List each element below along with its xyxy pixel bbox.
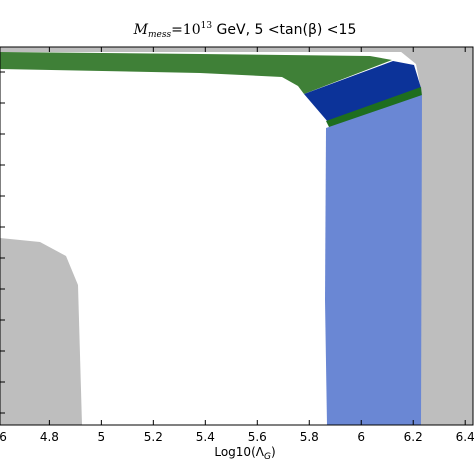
title-part: =10 — [171, 22, 201, 38]
excluded-region — [0, 238, 82, 425]
x-label-part: Log10(Λ — [214, 445, 264, 459]
x-label-part: ) — [271, 445, 276, 459]
x-axis-label: Log10(ΛG) — [214, 445, 275, 462]
green-strip — [326, 87, 422, 129]
x-tick-label: 5.2 — [144, 430, 163, 444]
x-tick-label: 5.6 — [248, 430, 267, 444]
y-ticks — [0, 71, 5, 414]
x-tick-label: 5.4 — [196, 430, 215, 444]
excluded-region — [395, 47, 473, 425]
x-tick-label: 5.8 — [300, 430, 319, 444]
title-part: M — [133, 22, 149, 38]
x-tick-label: 4.8 — [40, 430, 59, 444]
plot-regions — [0, 46, 474, 426]
x-tick-label: 4.6 — [0, 430, 7, 444]
title-part: mess — [148, 30, 171, 40]
dark-blue-region — [304, 61, 421, 122]
green-region — [0, 52, 392, 94]
title-part: 13 — [201, 21, 213, 31]
excluded-region — [0, 47, 473, 52]
light-blue-region — [325, 95, 422, 425]
x-tick-label: 5 — [98, 430, 106, 444]
x-label-part: G — [264, 452, 271, 462]
chart-title: Mmess=1013 GeV, 5 <tan(β) <15 — [133, 21, 357, 40]
x-tick-label: 6.2 — [404, 430, 423, 444]
x-tick-label: 6.4 — [456, 430, 474, 444]
x-tick-label: 6 — [357, 430, 365, 444]
plot-frame — [0, 46, 474, 426]
title-part: GeV, 5 <tan(β) <15 — [212, 22, 356, 38]
